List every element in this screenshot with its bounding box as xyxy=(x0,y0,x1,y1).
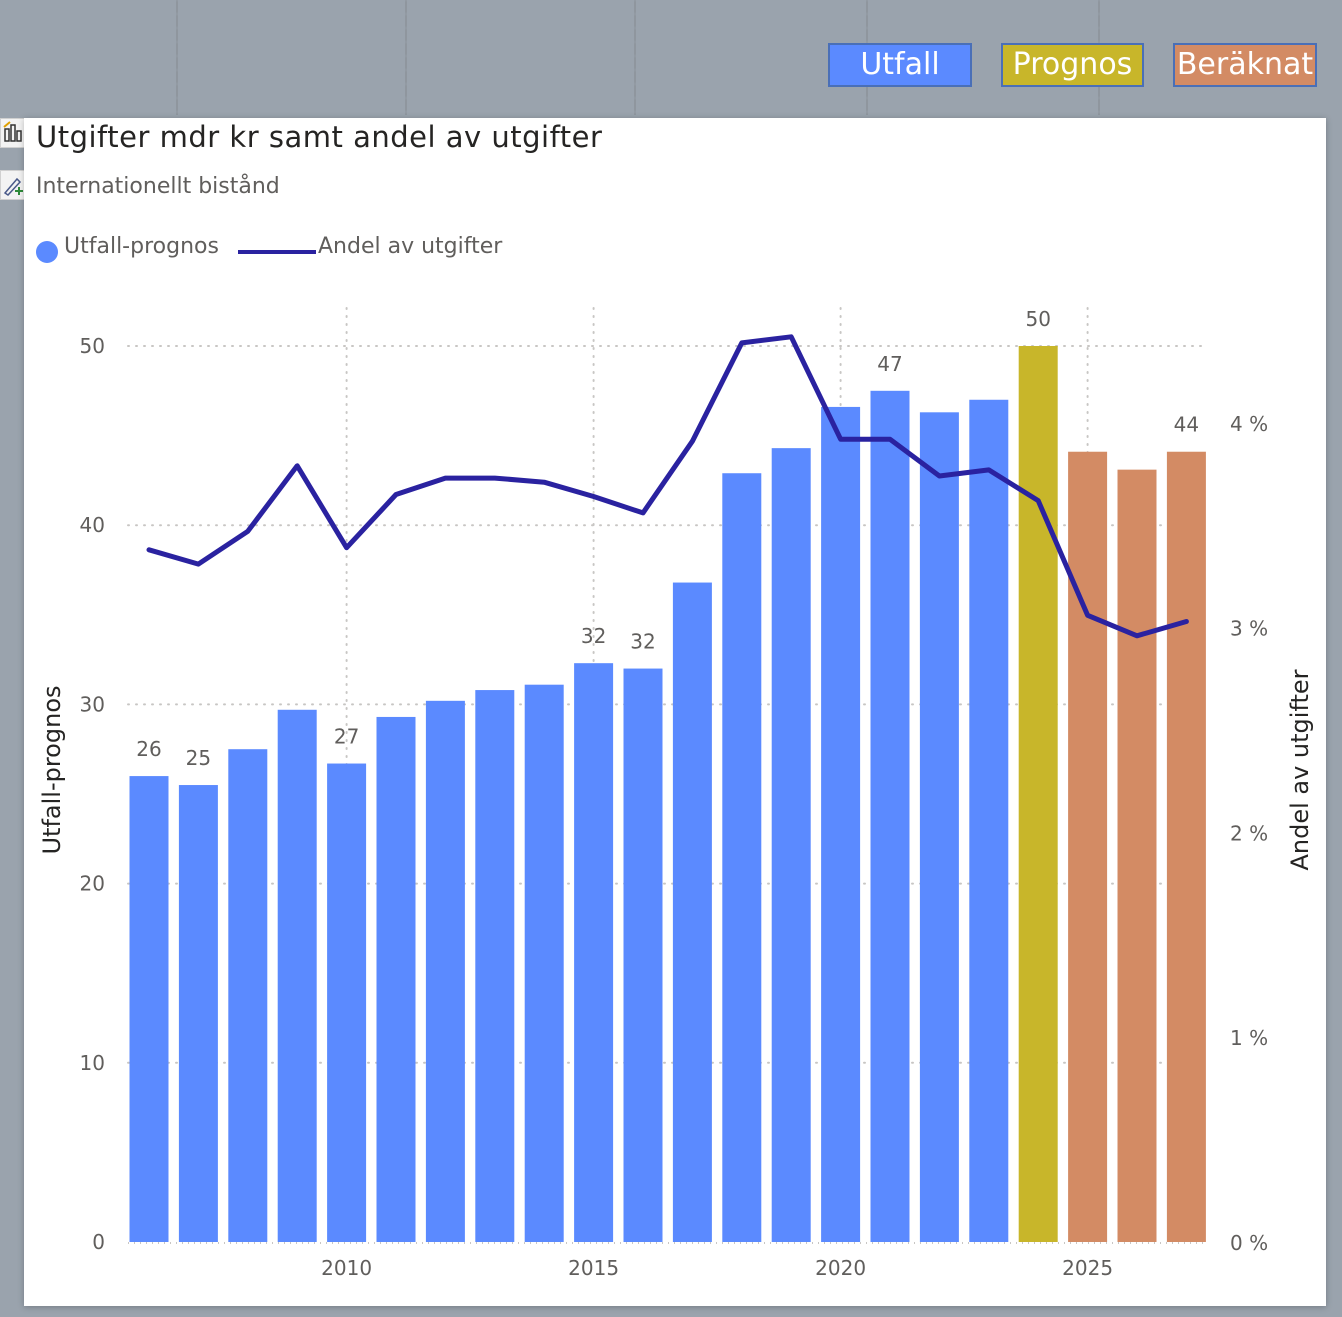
y-tick-label: 50 xyxy=(80,334,105,358)
bar xyxy=(1068,451,1108,1242)
x-tick-label: 2020 xyxy=(815,1256,866,1280)
bar xyxy=(376,716,416,1242)
bar xyxy=(425,700,465,1242)
x-tick-label: 2015 xyxy=(568,1256,619,1280)
bar xyxy=(969,399,1009,1242)
legend-line-icon xyxy=(238,250,316,254)
y2-tick-label: 1 % xyxy=(1230,1026,1268,1050)
y2-tick-label: 3 % xyxy=(1230,617,1268,641)
legend-button-prognos[interactable]: Prognos xyxy=(1001,43,1144,87)
data-label: 25 xyxy=(186,746,211,770)
bar xyxy=(178,785,218,1242)
y-tick-label: 40 xyxy=(80,513,105,537)
bar xyxy=(870,390,910,1242)
canvas-gridline xyxy=(405,0,407,115)
data-label: 47 xyxy=(877,352,902,376)
line-series-andel xyxy=(146,334,1189,639)
y-tick-label: 10 xyxy=(80,1051,105,1075)
bar xyxy=(1166,451,1206,1242)
data-label: 27 xyxy=(334,725,359,749)
canvas-gridline xyxy=(176,0,178,115)
data-label: 50 xyxy=(1025,307,1050,331)
bar xyxy=(771,448,811,1242)
bar xyxy=(722,473,762,1242)
x-tick-label: 2025 xyxy=(1062,1256,1113,1280)
y-tick-label: 0 xyxy=(92,1230,105,1254)
chart-subtitle: Internationellt bistånd xyxy=(36,174,280,199)
bar xyxy=(821,406,861,1243)
canvas-gridline xyxy=(634,0,636,115)
bar xyxy=(919,412,959,1243)
legend-dot-icon xyxy=(36,241,58,263)
bar xyxy=(672,582,712,1242)
bar xyxy=(277,709,317,1242)
bar xyxy=(1117,469,1157,1242)
x-tick-label: 2010 xyxy=(321,1256,372,1280)
legend-button-utfall[interactable]: Utfall xyxy=(828,43,972,87)
bar xyxy=(623,668,663,1242)
legend-label-andel[interactable]: Andel av utgifter xyxy=(318,234,503,259)
y2-axis-title: Andel av utgifter xyxy=(1286,669,1314,870)
edit-icon[interactable] xyxy=(0,170,26,200)
data-label: 26 xyxy=(136,737,161,761)
y2-tick-label: 2 % xyxy=(1230,821,1268,845)
data-label: 32 xyxy=(630,630,655,654)
y-tick-label: 20 xyxy=(80,872,105,896)
bar xyxy=(327,763,367,1242)
bar xyxy=(228,749,268,1242)
bar xyxy=(129,776,169,1242)
data-label: 44 xyxy=(1174,413,1199,437)
data-label: 32 xyxy=(581,624,606,648)
bar xyxy=(524,684,564,1242)
legend-button-beraknat[interactable]: Beräknat xyxy=(1173,43,1317,87)
chart-title: Utgifter mdr kr samt andel av utgifter xyxy=(36,120,603,154)
legend-label-utfall-prognos[interactable]: Utfall-prognos xyxy=(64,234,219,259)
y2-tick-label: 4 % xyxy=(1230,412,1268,436)
bar xyxy=(1018,346,1058,1242)
bar xyxy=(475,690,515,1242)
bar xyxy=(574,663,614,1242)
y2-tick-label: 0 % xyxy=(1230,1231,1268,1255)
y-axis-title: Utfall-prognos xyxy=(38,685,66,854)
y-tick-label: 30 xyxy=(80,692,105,716)
